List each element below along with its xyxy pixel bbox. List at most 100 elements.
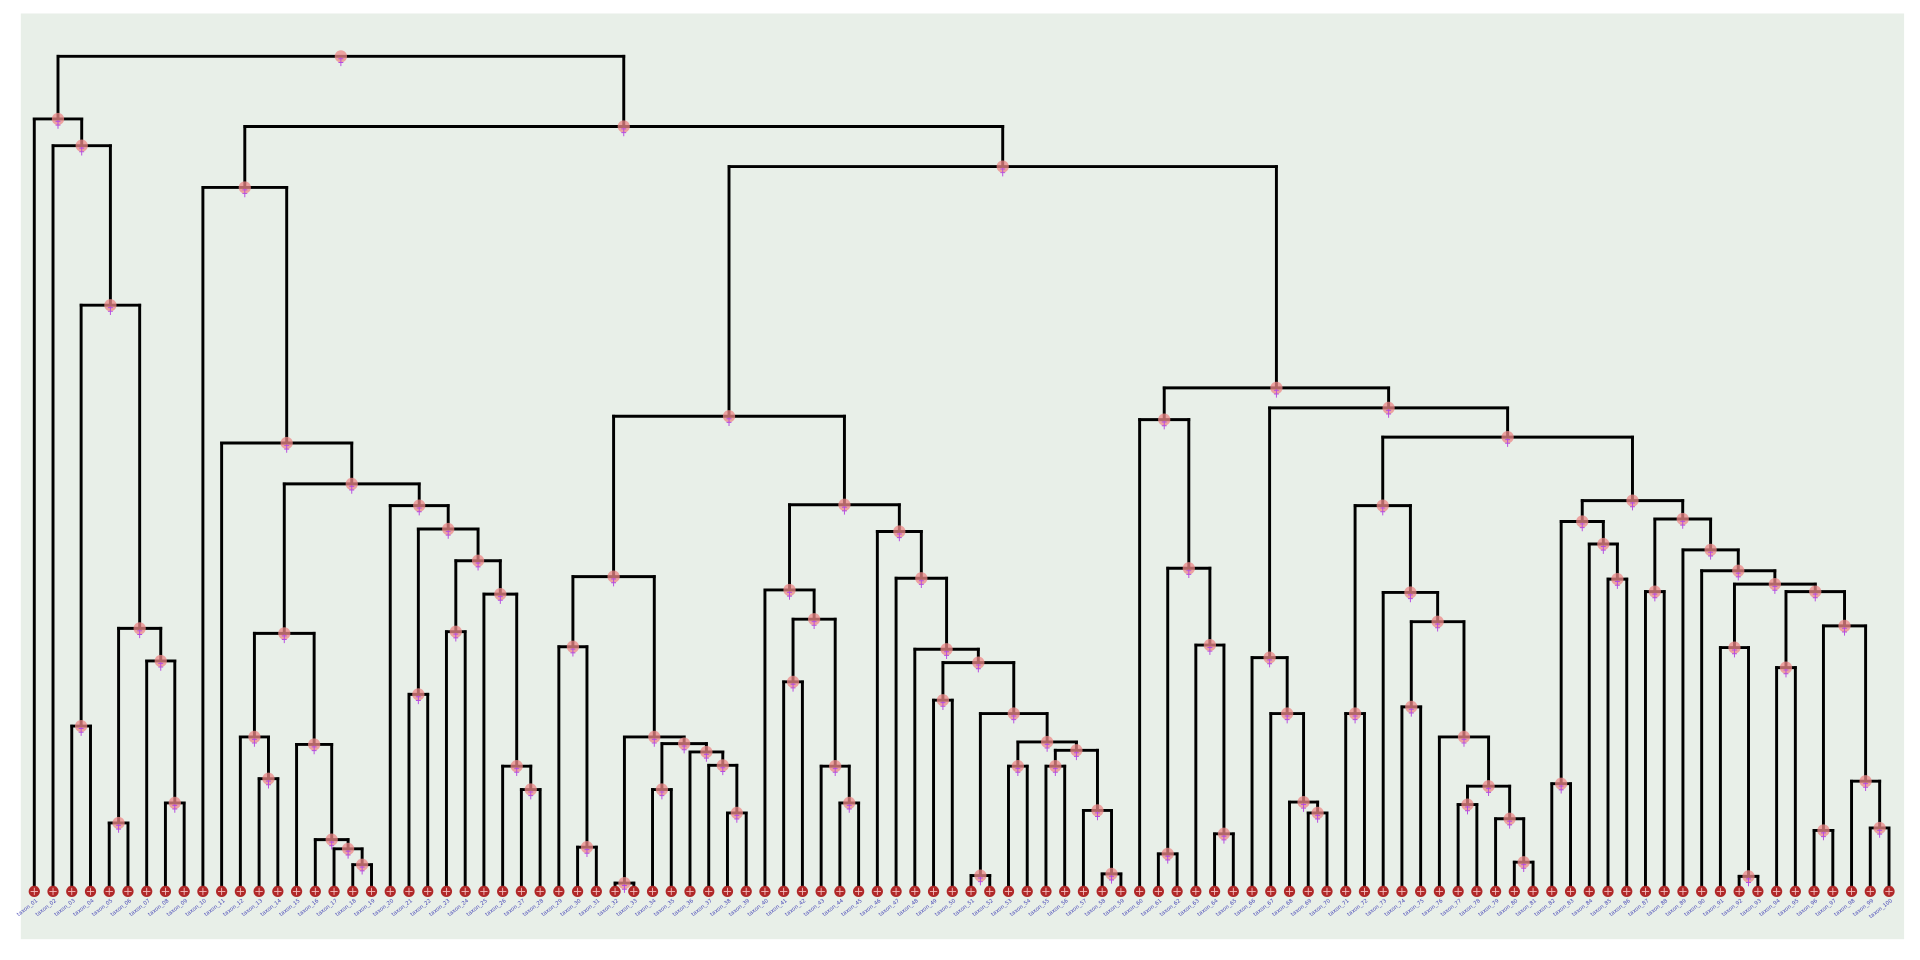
internal-node-marker[interactable] (722, 410, 736, 423)
internal-node-marker[interactable] (974, 869, 987, 882)
internal-node-marker[interactable] (996, 160, 1009, 173)
internal-node-marker[interactable] (1348, 707, 1362, 720)
internal-node-marker[interactable] (1404, 586, 1417, 599)
internal-node-marker[interactable] (1182, 562, 1195, 575)
internal-node-marker[interactable] (1270, 381, 1283, 394)
internal-node-marker[interactable] (1704, 543, 1717, 556)
internal-node-marker[interactable] (1431, 615, 1444, 628)
internal-node-marker[interactable] (1503, 812, 1516, 825)
internal-node-marker[interactable] (51, 112, 65, 126)
internal-node-marker[interactable] (133, 622, 146, 635)
internal-node-marker[interactable] (325, 833, 338, 846)
internal-node-marker[interactable] (1049, 760, 1062, 773)
internal-node-marker[interactable] (248, 730, 261, 744)
internal-node-marker[interactable] (356, 858, 369, 871)
internal-node-marker[interactable] (1817, 824, 1830, 837)
internal-node-marker[interactable] (341, 842, 355, 855)
internal-node-marker[interactable] (1297, 795, 1310, 809)
internal-node-marker[interactable] (112, 816, 125, 830)
internal-node-marker[interactable] (494, 588, 507, 601)
internal-node-marker[interactable] (936, 694, 950, 707)
internal-node-marker[interactable] (1405, 700, 1418, 713)
internal-node-marker[interactable] (278, 627, 291, 640)
internal-node-marker[interactable] (280, 436, 293, 450)
internal-node-marker[interactable] (262, 772, 275, 785)
internal-node-marker[interactable] (1768, 577, 1781, 591)
internal-node-marker[interactable] (1576, 515, 1589, 528)
internal-node-marker[interactable] (700, 745, 713, 759)
leaf-marker-cross (217, 887, 226, 896)
internal-node-marker[interactable] (1203, 638, 1217, 652)
internal-node-marker[interactable] (972, 656, 985, 669)
internal-node-marker[interactable] (510, 760, 523, 773)
internal-node-marker[interactable] (75, 719, 88, 733)
internal-node-marker[interactable] (524, 783, 537, 796)
internal-node-marker[interactable] (783, 583, 796, 597)
internal-node-marker[interactable] (1382, 401, 1395, 415)
internal-node-marker[interactable] (893, 525, 906, 538)
internal-node-marker[interactable] (1457, 730, 1471, 744)
internal-node-marker[interactable] (1105, 867, 1118, 881)
internal-node-marker[interactable] (1732, 564, 1745, 577)
internal-node-marker[interactable] (1011, 760, 1024, 773)
internal-node-marker[interactable] (154, 654, 167, 668)
internal-node-marker[interactable] (915, 572, 928, 585)
internal-node-marker[interactable] (1461, 798, 1474, 811)
internal-node-marker[interactable] (334, 50, 347, 63)
internal-node-marker[interactable] (618, 876, 631, 890)
internal-node-marker[interactable] (843, 796, 856, 810)
internal-node-marker[interactable] (607, 570, 620, 583)
internal-node-marker[interactable] (1611, 572, 1624, 586)
internal-node-marker[interactable] (1809, 585, 1822, 598)
internal-node-marker[interactable] (1041, 735, 1054, 749)
internal-node-marker[interactable] (442, 522, 455, 536)
internal-node-marker[interactable] (1501, 431, 1514, 444)
internal-node-marker[interactable] (1838, 619, 1851, 632)
internal-node-marker[interactable] (838, 498, 851, 511)
internal-node-marker[interactable] (940, 643, 953, 656)
internal-node-marker[interactable] (1648, 585, 1661, 598)
internal-node-marker[interactable] (617, 120, 630, 133)
internal-node-marker[interactable] (1070, 744, 1083, 757)
internal-node-marker[interactable] (412, 688, 425, 701)
internal-node-marker[interactable] (580, 841, 594, 854)
internal-node-marker[interactable] (1728, 641, 1741, 654)
internal-node-marker[interactable] (308, 738, 321, 751)
internal-node-marker[interactable] (413, 499, 426, 512)
internal-node-marker[interactable] (1779, 661, 1793, 674)
internal-node-marker[interactable] (1626, 494, 1639, 507)
internal-node-marker[interactable] (1517, 856, 1530, 869)
internal-node-marker[interactable] (1597, 537, 1610, 551)
internal-node-marker[interactable] (75, 139, 88, 152)
internal-node-marker[interactable] (238, 181, 251, 194)
internal-node-marker[interactable] (655, 783, 669, 796)
internal-node-marker[interactable] (1281, 707, 1294, 720)
internal-node-marker[interactable] (648, 730, 661, 744)
internal-node-marker[interactable] (449, 625, 462, 638)
internal-node-marker[interactable] (786, 675, 800, 688)
internal-node-marker[interactable] (471, 554, 485, 567)
internal-node-marker[interactable] (1873, 821, 1886, 835)
internal-node-marker[interactable] (1161, 847, 1174, 860)
internal-node-marker[interactable] (566, 640, 580, 653)
internal-node-marker[interactable] (1091, 804, 1104, 817)
internal-node-marker[interactable] (807, 613, 821, 626)
internal-node-marker[interactable] (730, 806, 743, 820)
internal-node-marker[interactable] (716, 759, 729, 772)
internal-node-marker[interactable] (1555, 777, 1568, 790)
internal-node-marker[interactable] (1676, 512, 1689, 526)
internal-node-marker[interactable] (104, 299, 117, 312)
internal-node-marker[interactable] (1376, 499, 1389, 512)
internal-node-marker[interactable] (1263, 651, 1276, 664)
internal-node-marker[interactable] (345, 477, 358, 491)
internal-node-marker[interactable] (1217, 827, 1231, 840)
internal-node-marker[interactable] (1311, 806, 1324, 820)
internal-node-marker[interactable] (1158, 413, 1171, 426)
internal-node-marker[interactable] (1742, 870, 1755, 883)
internal-node-marker[interactable] (678, 737, 691, 750)
internal-node-marker[interactable] (1859, 775, 1872, 788)
internal-node-marker[interactable] (1007, 707, 1020, 720)
internal-node-marker[interactable] (829, 760, 842, 773)
internal-node-marker[interactable] (168, 796, 181, 810)
internal-node-marker[interactable] (1482, 780, 1495, 793)
